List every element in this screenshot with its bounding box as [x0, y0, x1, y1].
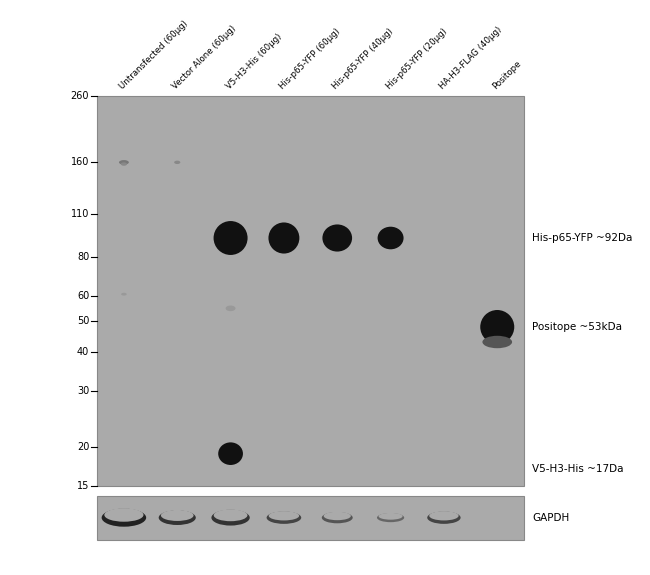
- Ellipse shape: [377, 513, 404, 522]
- Text: 40: 40: [77, 347, 89, 357]
- Text: GAPDH: GAPDH: [532, 513, 569, 523]
- Text: 160: 160: [71, 158, 89, 167]
- Ellipse shape: [324, 512, 351, 520]
- Ellipse shape: [214, 509, 248, 521]
- Ellipse shape: [121, 293, 127, 296]
- Ellipse shape: [159, 510, 196, 525]
- FancyBboxPatch shape: [98, 496, 524, 540]
- Text: 15: 15: [77, 481, 89, 491]
- Ellipse shape: [104, 508, 144, 522]
- Ellipse shape: [480, 310, 514, 344]
- Ellipse shape: [161, 510, 194, 521]
- Text: V5-H3-His (60μg): V5-H3-His (60μg): [224, 32, 283, 91]
- Ellipse shape: [218, 442, 243, 465]
- Text: Positope ~53kDa: Positope ~53kDa: [532, 322, 622, 332]
- Text: His-p65-YFP (40μg): His-p65-YFP (40μg): [331, 27, 395, 91]
- Text: His-p65-YFP (20μg): His-p65-YFP (20μg): [384, 27, 448, 91]
- Ellipse shape: [214, 221, 248, 255]
- Ellipse shape: [119, 160, 129, 164]
- Text: His-p65-YFP (60μg): His-p65-YFP (60μg): [278, 27, 342, 91]
- Text: HA-H3-FLAG (40μg): HA-H3-FLAG (40μg): [437, 25, 504, 91]
- Ellipse shape: [322, 512, 353, 523]
- Ellipse shape: [266, 511, 301, 524]
- Ellipse shape: [174, 160, 180, 164]
- FancyBboxPatch shape: [98, 96, 524, 486]
- Ellipse shape: [322, 224, 352, 252]
- Ellipse shape: [268, 511, 299, 520]
- Text: 80: 80: [77, 252, 89, 262]
- Ellipse shape: [280, 306, 288, 311]
- Ellipse shape: [378, 227, 404, 250]
- Text: 60: 60: [77, 292, 89, 301]
- Text: V5-H3-His ~17Da: V5-H3-His ~17Da: [532, 464, 623, 474]
- Ellipse shape: [429, 511, 459, 520]
- Text: 260: 260: [71, 91, 89, 101]
- Ellipse shape: [427, 511, 461, 524]
- Ellipse shape: [211, 509, 250, 526]
- Ellipse shape: [482, 336, 512, 348]
- Ellipse shape: [121, 162, 127, 166]
- Ellipse shape: [280, 451, 287, 456]
- Text: His-p65-YFP ~92Da: His-p65-YFP ~92Da: [532, 233, 632, 243]
- Text: Vector Alone (60μg): Vector Alone (60μg): [171, 24, 238, 91]
- Text: 30: 30: [77, 386, 89, 396]
- Text: Positope: Positope: [491, 59, 523, 91]
- Ellipse shape: [101, 509, 146, 527]
- Text: 50: 50: [77, 316, 89, 327]
- Text: 110: 110: [71, 209, 89, 218]
- Ellipse shape: [268, 223, 300, 254]
- Ellipse shape: [226, 305, 235, 311]
- Ellipse shape: [378, 513, 402, 520]
- Text: 20: 20: [77, 442, 89, 451]
- Ellipse shape: [441, 306, 447, 310]
- Text: Untransfected (60μg): Untransfected (60μg): [118, 20, 190, 91]
